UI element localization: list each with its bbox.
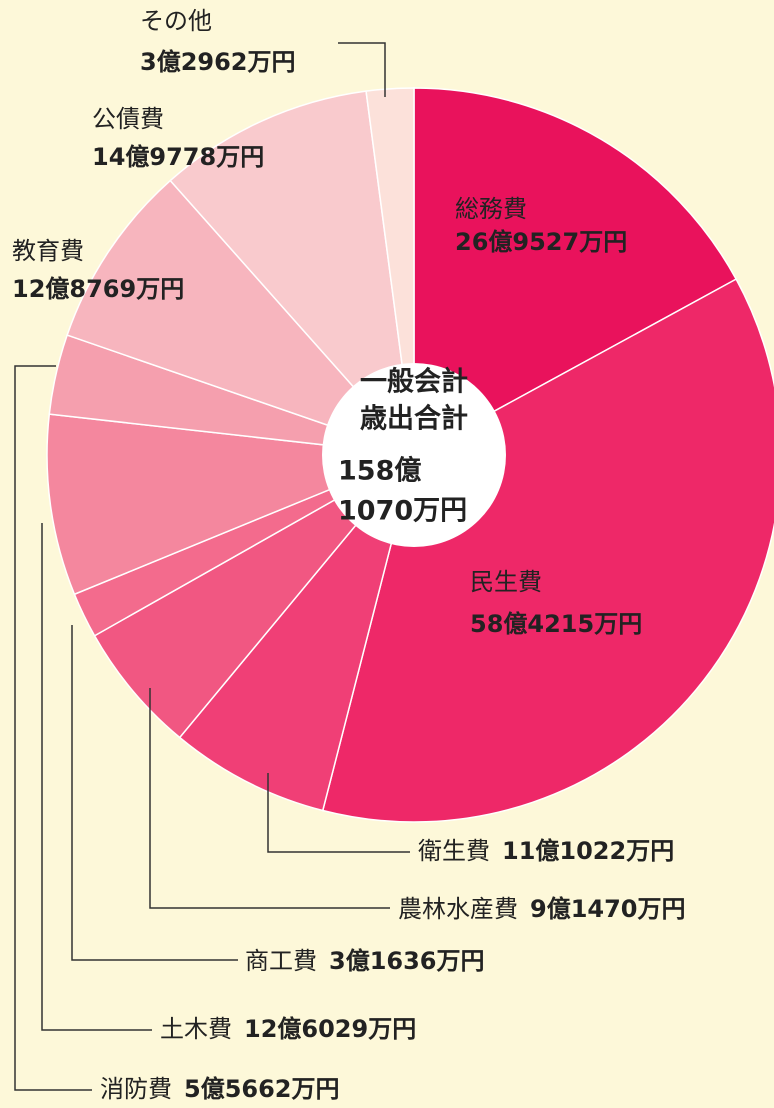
slice bbox=[365, 87, 415, 456]
slice bbox=[321, 278, 774, 823]
value-label: 12億8769万円 bbox=[12, 275, 184, 303]
slice-label: 農林水産費 bbox=[398, 895, 518, 923]
leader-line bbox=[149, 688, 390, 909]
slice bbox=[66, 179, 417, 457]
slice-label: 消防費 bbox=[100, 1075, 172, 1103]
slice-label: 土木費 bbox=[160, 1015, 232, 1043]
value-label: 3億1636万円 bbox=[329, 947, 485, 975]
value-label: 26億9527万円 bbox=[455, 228, 627, 256]
leader-line bbox=[267, 773, 410, 853]
value-label: 5億5662万円 bbox=[184, 1075, 340, 1103]
center-total: 158億 bbox=[338, 456, 421, 487]
slice-label: 教育費 bbox=[12, 237, 84, 265]
value-label: 9億1470万円 bbox=[530, 895, 686, 923]
slice bbox=[178, 454, 415, 812]
slice bbox=[413, 87, 738, 457]
center-total: 1070万円 bbox=[338, 496, 467, 527]
center-title: 一般会計 bbox=[360, 366, 468, 398]
value-label: 11億1022万円 bbox=[502, 837, 674, 865]
slice-label: 総務費 bbox=[455, 195, 527, 223]
slice-label: 衛生費 bbox=[418, 837, 490, 865]
leader-line bbox=[41, 523, 152, 1031]
center-title: 歳出合計 bbox=[360, 403, 468, 435]
donut-hole bbox=[322, 363, 506, 547]
leader-line bbox=[338, 42, 386, 97]
leader-line bbox=[71, 625, 238, 961]
value-label: 3億2962万円 bbox=[140, 48, 296, 76]
slice-label: その他 bbox=[140, 7, 212, 35]
slice bbox=[169, 90, 416, 458]
leader-line bbox=[14, 365, 92, 1091]
value-label: 58億4215万円 bbox=[470, 610, 642, 638]
value-label: 14億9778万円 bbox=[92, 143, 264, 171]
slice-label: 商工費 bbox=[245, 947, 317, 975]
slice bbox=[93, 454, 415, 739]
slice-label: 民生費 bbox=[470, 568, 542, 596]
value-label: 12億6029万円 bbox=[244, 1015, 416, 1043]
slice-label: 公債費 bbox=[92, 105, 164, 133]
